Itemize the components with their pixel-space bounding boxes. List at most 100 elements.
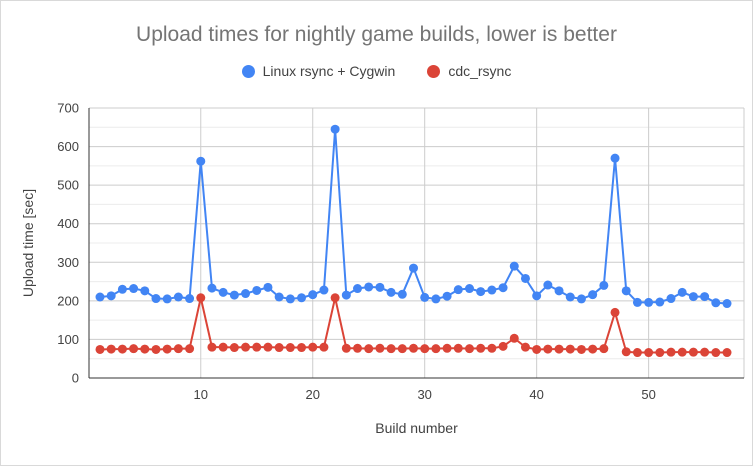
chart-title: Upload times for nightly game builds, lo… [136,23,617,46]
tick-labels: 0 100 200 300 400 500 600 700 10 20 30 40 50 [57,101,656,403]
data-point-marker [218,287,228,297]
data-point-marker [106,291,116,301]
data-point-marker [274,292,284,302]
data-point-marker [285,343,295,353]
y-tick-label: 100 [57,332,79,347]
data-point-marker [95,344,105,354]
data-point-marker [588,344,598,354]
data-point-marker [644,297,654,307]
data-point-marker [129,284,139,294]
data-point-marker [498,341,508,351]
data-point-marker [543,344,553,354]
data-point-marker [241,342,251,352]
data-point-marker [274,343,284,353]
data-point-marker [285,294,295,304]
x-tick-label: 20 [305,387,319,402]
data-point-marker [330,124,340,134]
data-point-marker [353,284,363,294]
data-point-marker [610,153,620,163]
data-point-marker [95,292,105,302]
data-point-marker [464,284,474,294]
legend-item-linux-rsync-cygwin: Linux rsync + Cygwin [241,63,396,79]
data-point-marker [207,283,217,293]
data-point-marker [341,343,351,353]
data-point-marker [252,342,262,352]
data-point-marker [588,290,598,300]
gridlines [89,107,745,378]
data-point-marker [162,344,172,354]
data-point-marker [688,292,698,302]
data-point-marker [129,344,139,354]
data-point-marker [599,280,609,290]
data-point-marker [341,290,351,300]
data-point-marker [409,263,418,273]
data-point-marker [151,294,161,304]
data-point-marker [453,285,463,295]
data-point-marker [442,343,452,353]
data-point-marker [509,261,519,271]
data-point-marker [655,348,665,358]
data-point-marker [532,291,542,301]
data-point-marker [229,290,239,300]
data-point-marker [509,333,519,343]
data-point-marker [375,282,385,292]
legend-item-cdc-rsync: cdc_rsync [427,63,511,79]
chart-legend: Linux rsync + Cygwin cdc_rsync [1,63,752,79]
data-point-marker [453,343,463,353]
data-point-marker [397,289,407,299]
data-point-marker [319,285,329,295]
series-line [99,128,728,305]
data-point-marker [700,347,710,357]
data-point-marker [229,343,239,353]
data-point-marker [173,344,183,354]
data-point-marker [263,282,273,292]
data-point-marker [319,342,329,352]
data-point-marker [173,292,183,302]
y-axis-title: Upload time [sec] [20,189,36,297]
data-point-marker [252,285,262,295]
data-point-marker [297,343,307,353]
data-point-marker [621,347,631,357]
data-point-marker [330,293,340,303]
data-point-marker [386,344,396,354]
data-point-marker [565,344,575,354]
data-point-marker [207,342,217,352]
data-point-marker [140,286,150,296]
data-point-marker [666,347,676,357]
data-point-marker [644,348,654,358]
x-axis-title: Build number [375,420,458,436]
data-point-marker [151,344,161,354]
data-point-marker [655,297,665,307]
data-point-marker [688,347,698,357]
data-point-marker [711,348,721,358]
series-linux-rsync-cygwin [95,124,732,309]
data-point-marker [386,287,396,297]
data-point-marker [140,344,150,354]
data-point-marker [532,344,542,354]
data-point-marker [487,285,497,295]
y-tick-label: 0 [72,371,79,386]
data-point-marker [464,344,474,354]
data-point-marker [364,282,374,292]
data-point-marker [677,287,687,297]
y-tick-label: 600 [57,139,79,154]
data-point-marker [722,299,732,309]
data-point-marker [162,294,172,304]
data-point-marker [218,342,228,352]
data-point-marker [420,292,430,302]
legend-label-linux-rsync-cygwin: Linux rsync + Cygwin [262,63,396,79]
data-point-marker [621,286,631,296]
data-point-marker [498,283,508,293]
data-point-marker [185,344,195,354]
data-point-marker [431,344,441,354]
data-point-marker [263,342,273,352]
data-point-marker [700,292,710,302]
data-point-marker [610,307,620,317]
data-point-marker [487,343,497,353]
y-tick-label: 300 [57,255,79,270]
data-point-marker [106,344,116,354]
y-tick-label: 700 [57,101,79,116]
data-point-marker [397,344,407,354]
